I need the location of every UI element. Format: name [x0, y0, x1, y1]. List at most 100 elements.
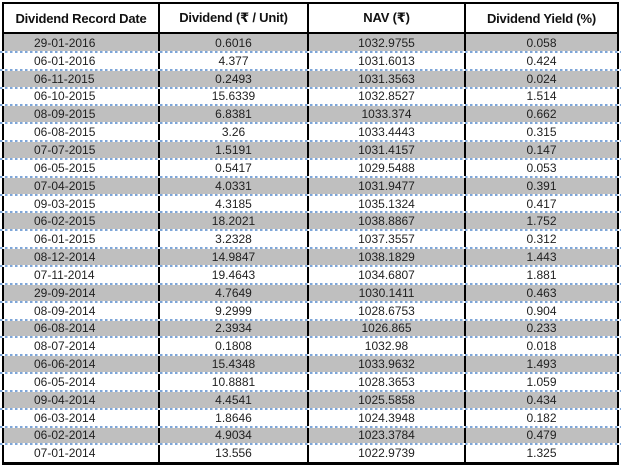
- table-row: 06-08-2014 2.3934 1026.865 0.233: [0, 319, 621, 339]
- table-row: 29-09-2014 4.7649 1030.1411 0.463: [0, 283, 621, 303]
- cell-dividend-yield: 0.417: [526, 196, 557, 211]
- cell-dividend-yield: 0.434: [526, 392, 557, 407]
- cell-dividend-record-date: 06-05-2015: [4, 158, 160, 177]
- cell-dividend-yield: 1.443: [526, 250, 557, 265]
- cell-nav: 1031.3563: [309, 69, 466, 88]
- cell-dividend-record-date: 06-01-2016: [4, 51, 160, 70]
- cell-nav: 1024.3948: [309, 408, 466, 427]
- table-row: 06-11-2015 0.2493 1031.3563 0.024: [0, 69, 621, 89]
- cell-nav: 1022.9739: [309, 444, 466, 463]
- cell-dividend-record-date: 08-07-2014: [4, 337, 160, 356]
- cell-dividend-record-date: 06-08-2015: [4, 123, 160, 142]
- cell-nav: 1033.4443: [309, 123, 466, 142]
- cell-dividend-per-unit: 3.26: [160, 123, 309, 142]
- cell-dividend-yield: 1.881: [526, 267, 557, 282]
- cell-dividend-per-unit: 10.8881: [160, 373, 309, 391]
- cell-dividend-record-date: 29-01-2016: [4, 34, 160, 52]
- cell-dividend-yield: 0.424: [526, 53, 557, 68]
- cell-dividend-per-unit: 0.1808: [160, 337, 309, 356]
- cell-dividend-record-date: 09-04-2014: [4, 390, 160, 409]
- cell-dividend-per-unit: 18.2021: [160, 212, 309, 231]
- cell-dividend-record-date: 06-02-2014: [4, 426, 160, 445]
- cell-nav: 1032.9755: [309, 34, 466, 52]
- cell-dividend-per-unit: 19.4643: [160, 265, 309, 284]
- table-row: 08-07-2014 0.1808 1032.98 0.018: [0, 337, 621, 357]
- cell-dividend-record-date: 06-08-2014: [4, 319, 160, 338]
- cell-dividend-record-date: 07-04-2015: [4, 176, 160, 195]
- table-header-row: Dividend Record Date Dividend (₹ / Unit)…: [4, 4, 617, 34]
- table-row: 06-10-2015 15.6339 1032.8527 1.514: [0, 87, 621, 107]
- column-header-dividend-yield: Dividend Yield (%): [486, 10, 597, 26]
- cell-dividend-record-date: 06-06-2014: [4, 355, 160, 374]
- cell-dividend-per-unit: 4.4541: [160, 390, 309, 409]
- cell-dividend-yield: 1.514: [526, 89, 557, 104]
- cell-dividend-yield: 0.147: [526, 142, 557, 157]
- cell-dividend-record-date: 08-12-2014: [4, 248, 160, 266]
- table-row: 08-12-2014 14.9847 1038.1829 1.443: [0, 248, 621, 267]
- cell-nav: 1032.98: [309, 337, 466, 356]
- cell-nav: 1028.6753: [309, 301, 466, 320]
- cell-dividend-per-unit: 4.7649: [160, 283, 309, 302]
- table-row: 09-03-2015 4.3185 1035.1324 0.417: [0, 194, 621, 214]
- table-row: 06-01-2016 4.377 1031.6013 0.424: [0, 51, 621, 71]
- cell-dividend-record-date: 06-11-2015: [4, 69, 160, 88]
- cell-dividend-record-date: 06-03-2014: [4, 408, 160, 427]
- table-row: 07-11-2014 19.4643 1034.6807 1.881: [0, 265, 621, 285]
- cell-dividend-record-date: 06-10-2015: [4, 87, 160, 106]
- cell-dividend-per-unit: 4.0331: [160, 176, 309, 195]
- table-row: 06-03-2014 1.8646 1024.3948 0.182: [0, 408, 621, 428]
- table-row: 29-01-2016 0.6016 1032.9755 0.058: [0, 34, 621, 53]
- cell-nav: 1025.5858: [309, 390, 466, 409]
- cell-nav: 1035.1324: [309, 194, 466, 213]
- table-row: 07-01-2014 13.556 1022.9739 1.325: [4, 444, 617, 463]
- cell-dividend-yield: 0.479: [526, 428, 557, 443]
- cell-dividend-yield: 1.752: [526, 214, 557, 229]
- cell-dividend-per-unit: 9.2999: [160, 301, 309, 320]
- column-header-nav: NAV (₹): [309, 4, 466, 32]
- cell-nav: 1031.9477: [309, 176, 466, 195]
- cell-dividend-per-unit: 0.5417: [160, 158, 309, 177]
- cell-nav: 1037.3557: [309, 230, 466, 249]
- cell-nav: 1023.3784: [309, 426, 466, 445]
- cell-nav: 1026.865: [309, 319, 466, 338]
- table-row: 07-04-2015 4.0331 1031.9477 0.391: [0, 176, 621, 196]
- cell-dividend-yield: 0.904: [526, 303, 557, 318]
- table-row: 07-07-2015 1.5191 1031.4157 0.147: [0, 141, 621, 160]
- cell-dividend-record-date: 06-01-2015: [4, 230, 160, 249]
- column-header-dividend-per-unit: Dividend (₹ / Unit): [160, 4, 309, 32]
- cell-nav: 1038.1829: [309, 248, 466, 266]
- cell-dividend-yield: 0.391: [526, 178, 557, 193]
- cell-nav: 1034.6807: [309, 265, 466, 284]
- table-row: 06-01-2015 3.2328 1037.3557 0.312: [0, 230, 621, 249]
- cell-dividend-record-date: 07-11-2014: [4, 265, 160, 284]
- cell-dividend-yield: 0.233: [526, 321, 557, 336]
- table-body: 29-01-2016 0.6016 1032.9755 0.058 06-01-2016…: [0, 34, 621, 463]
- table-row: 06-06-2014 15.4348 1033.9632 1.493: [0, 355, 621, 374]
- cell-dividend-yield: 0.662: [526, 107, 557, 122]
- cell-dividend-record-date: 08-09-2015: [4, 105, 160, 124]
- cell-nav: 1032.8527: [309, 87, 466, 106]
- table-row: 09-04-2014 4.4541 1025.5858 0.434: [0, 390, 621, 410]
- cell-dividend-per-unit: 3.2328: [160, 230, 309, 249]
- cell-dividend-per-unit: 4.9034: [160, 426, 309, 445]
- cell-dividend-per-unit: 0.6016: [160, 34, 309, 52]
- cell-dividend-yield: 1.325: [526, 446, 557, 461]
- cell-nav: 1029.5488: [309, 158, 466, 177]
- table-row: 08-09-2015 6.8381 1033.374 0.662: [0, 105, 621, 125]
- table-row: 06-02-2014 4.9034 1023.3784 0.479: [0, 426, 621, 446]
- cell-dividend-per-unit: 15.4348: [160, 355, 309, 374]
- cell-dividend-yield: 0.053: [526, 160, 557, 175]
- cell-nav: 1038.8867: [309, 212, 466, 231]
- cell-dividend-record-date: 06-02-2015: [4, 212, 160, 231]
- cell-dividend-yield: 0.058: [526, 35, 557, 50]
- cell-dividend-per-unit: 1.5191: [160, 141, 309, 159]
- table-row: 06-05-2015 0.5417 1029.5488 0.053: [0, 158, 621, 178]
- cell-dividend-record-date: 06-05-2014: [4, 373, 160, 391]
- cell-dividend-yield: 0.018: [526, 339, 557, 354]
- column-header-dividend-record-date: Dividend Record Date: [4, 4, 160, 32]
- cell-dividend-per-unit: 0.2493: [160, 69, 309, 88]
- cell-dividend-per-unit: 1.8646: [160, 408, 309, 427]
- cell-dividend-record-date: 29-09-2014: [4, 283, 160, 302]
- cell-dividend-record-date: 07-07-2015: [4, 141, 160, 159]
